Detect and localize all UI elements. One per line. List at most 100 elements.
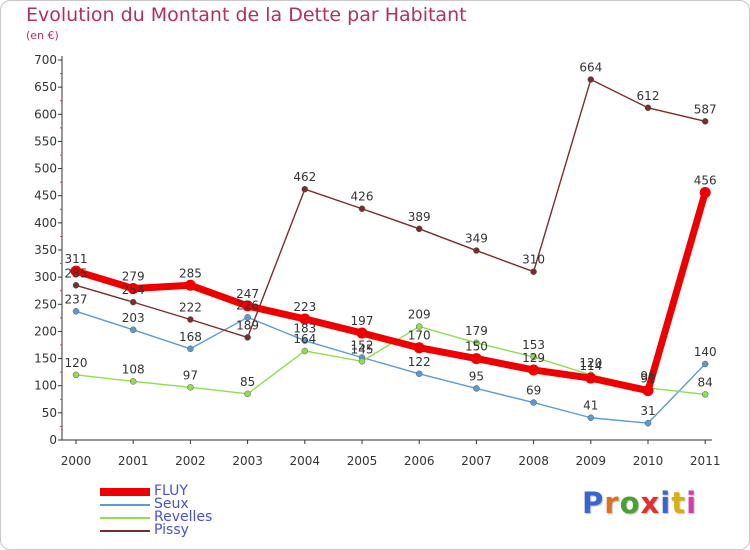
data-point: [415, 225, 423, 233]
data-label: 664: [579, 61, 602, 75]
data-label: 426: [351, 190, 374, 204]
y-tick-label: 450: [34, 189, 57, 203]
series-line-fluy: [72, 188, 709, 395]
y-tick-label: 600: [34, 107, 57, 121]
series-line-pissy: [75, 78, 706, 339]
data-point: [473, 247, 480, 254]
legend-label: Pissy: [154, 522, 189, 538]
data-point: [187, 384, 194, 391]
data-label: 203: [122, 311, 145, 325]
data-label: 456: [694, 173, 717, 187]
data-point: [530, 353, 537, 361]
data-point: [244, 390, 251, 398]
data-label: 197: [351, 314, 374, 328]
data-point: [72, 308, 80, 315]
x-tick-label: 2005: [347, 454, 378, 468]
x-tick-label: 2007: [461, 454, 492, 468]
data-label: 285: [179, 266, 202, 280]
y-tick-label: 0: [49, 433, 57, 447]
data-label: 31: [640, 404, 655, 418]
data-label: 129: [522, 351, 545, 365]
data-point: [301, 337, 309, 344]
legend-swatch: [100, 487, 150, 496]
data-label: 168: [179, 330, 202, 344]
chart-legend: FLUY Seux Revelles Pissy: [100, 483, 212, 538]
x-tick-label: 2003: [232, 454, 263, 468]
y-tick-label: 250: [34, 297, 57, 311]
data-label: 279: [122, 270, 145, 284]
data-point: [644, 419, 652, 427]
y-tick-label: 300: [34, 270, 57, 284]
data-point: [701, 118, 709, 125]
y-tick-label: 400: [34, 216, 57, 230]
y-tick-label: 500: [34, 162, 57, 176]
data-label: 164: [293, 332, 316, 346]
y-tick-label: 550: [34, 134, 57, 148]
data-point: [528, 364, 540, 376]
data-label: 84: [698, 375, 713, 389]
x-tick-label: 2010: [633, 454, 664, 468]
chart-title: Evolution du Montant de la Dette par Hab…: [26, 4, 467, 26]
x-tick-label: 2009: [576, 454, 607, 468]
chart-subtitle: (en €): [26, 29, 59, 42]
legend-swatch: [100, 516, 150, 519]
data-point: [587, 414, 595, 421]
legend-item-seux: Seux: [100, 496, 212, 512]
data-point: [72, 282, 80, 289]
data-point: [127, 283, 139, 295]
data-label: 122: [408, 355, 431, 369]
data-point: [530, 399, 537, 406]
y-tick-label: 100: [34, 379, 57, 393]
data-label: 222: [179, 300, 202, 314]
data-point: [70, 265, 82, 277]
data-point: [129, 326, 137, 334]
data-label: 189: [236, 318, 259, 332]
data-label: 223: [293, 300, 316, 314]
x-tick-label: 2002: [175, 454, 206, 468]
data-label: 91: [640, 372, 655, 386]
legend-swatch: [100, 529, 150, 532]
data-label: 389: [408, 210, 431, 224]
data-point: [356, 327, 368, 339]
data-label: 237: [65, 292, 88, 306]
data-label: 69: [526, 384, 541, 398]
data-label: 170: [408, 329, 431, 343]
data-point: [358, 205, 366, 212]
data-label: 311: [65, 252, 88, 266]
data-label: 96: [640, 369, 655, 383]
data-point: [129, 378, 137, 385]
data-label: 145: [351, 342, 374, 356]
data-point: [187, 316, 194, 323]
data-label: 114: [579, 359, 602, 373]
legend-item-revelles: Revelles: [100, 510, 212, 524]
data-label: 226: [236, 298, 259, 312]
legend-label: Seux: [154, 496, 189, 512]
data-label: 152: [351, 338, 374, 352]
data-point: [642, 385, 654, 397]
y-tick-label: 700: [34, 53, 57, 67]
data-point: [701, 391, 709, 398]
data-label: 183: [293, 322, 316, 336]
data-point: [473, 385, 480, 392]
proxiti-logo: Proxiti: [582, 486, 698, 520]
data-label: 247: [236, 287, 259, 301]
data-label: 310: [522, 253, 545, 267]
y-tick-label: 50: [42, 406, 57, 420]
data-point: [530, 268, 537, 275]
data-point: [244, 314, 251, 321]
data-point: [587, 76, 595, 83]
x-tick-label: 2004: [290, 454, 321, 468]
y-tick-label: 200: [34, 324, 57, 338]
data-point: [187, 345, 194, 353]
data-point: [358, 358, 366, 365]
legend-item-fluy: FLUY: [100, 483, 212, 499]
legend-item-pissy: Pissy: [100, 522, 212, 538]
data-point: [699, 186, 711, 198]
data-point: [242, 300, 254, 312]
data-point: [301, 185, 309, 193]
y-tick-label: 350: [34, 243, 57, 257]
legend-label: FLUY: [154, 483, 188, 499]
data-point: [644, 104, 652, 112]
